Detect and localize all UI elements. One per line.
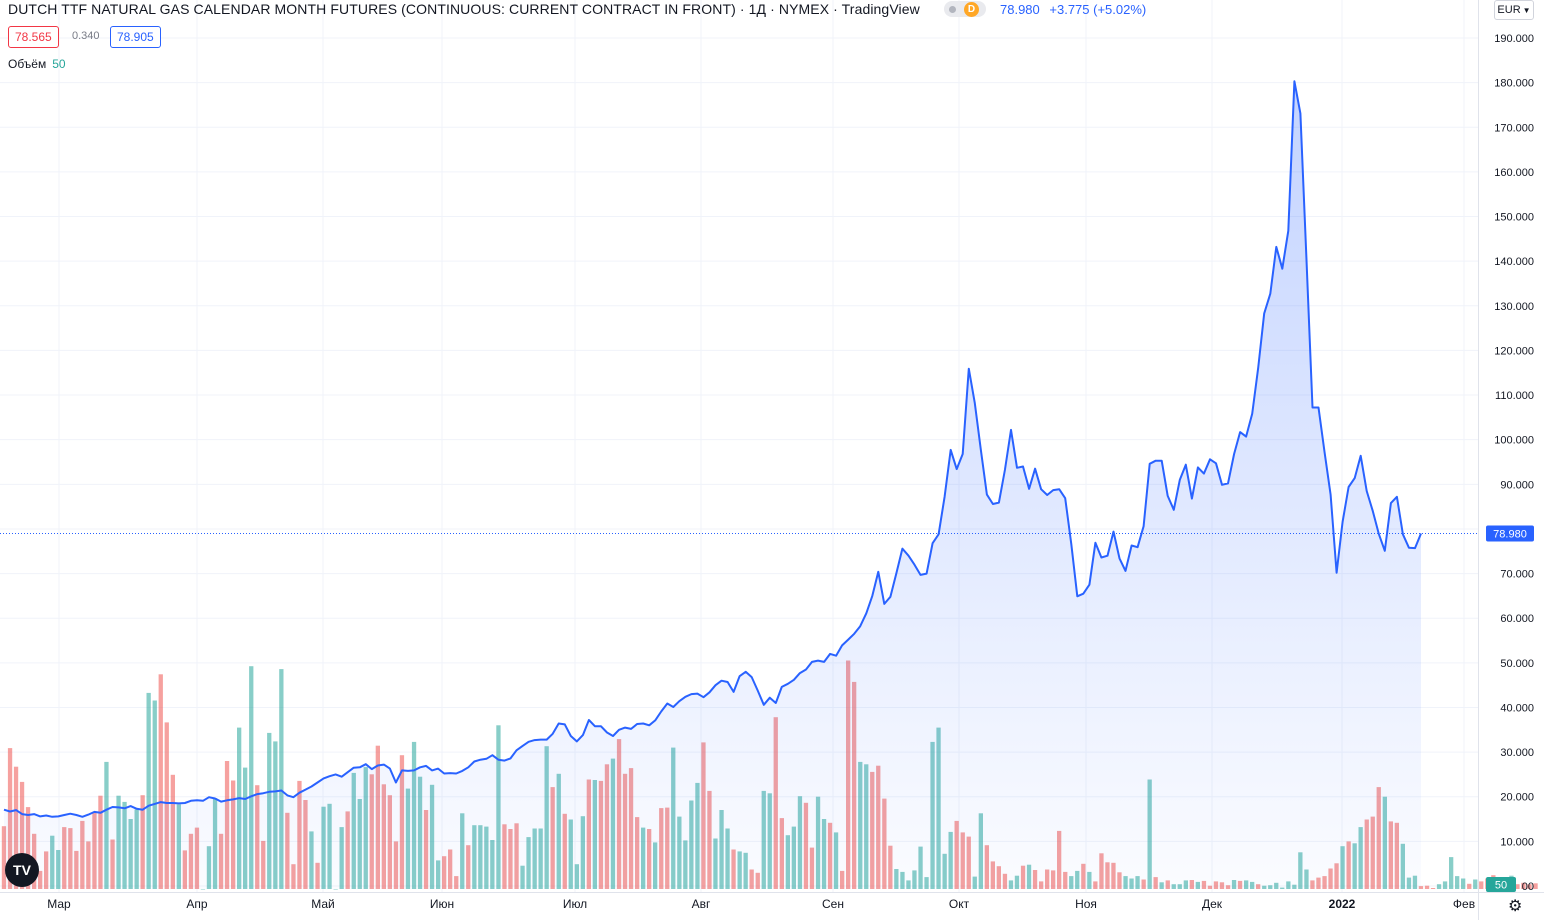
price-tick-label: 30.000	[1500, 747, 1534, 759]
time-tick-label: Ноя	[1075, 897, 1097, 911]
time-tick-label: Дек	[1202, 897, 1223, 911]
price-tick-label: 00	[1522, 881, 1534, 893]
volume-bar	[279, 669, 284, 889]
price-axis[interactable]: 00 10.000 20.000 30.000 40.000 50.000 60.000 70…	[1494, 33, 1534, 893]
price-tick-label: 150.000	[1494, 212, 1534, 224]
volume-badge: 50	[1486, 877, 1516, 892]
time-tick-label: Сен	[822, 897, 844, 911]
volume-bar	[1430, 888, 1436, 889]
price-tick-label: 140.000	[1494, 256, 1534, 268]
volume-bar	[1461, 878, 1466, 889]
volume-bar	[1521, 882, 1526, 889]
grid	[0, 0, 1478, 892]
symbol-title[interactable]: DUTCH TTF NATURAL GAS CALENDAR MONTH FUT…	[8, 1, 736, 17]
volume-bar	[1533, 883, 1538, 889]
last-price-label: 78.980	[1486, 525, 1534, 542]
price-change: +3.775 (+5.02%)	[1049, 2, 1147, 17]
price-tick-label: 100.000	[1494, 435, 1534, 447]
data-badge-icon: D	[964, 2, 979, 17]
volume-bar	[200, 889, 206, 890]
chart-title-bar: DUTCH TTF NATURAL GAS CALENDAR MONTH FUT…	[8, 1, 920, 17]
price-tick-label: 110.000	[1495, 390, 1534, 402]
price-line	[3, 80, 1422, 818]
volume-bar	[333, 889, 338, 890]
volume-bar	[152, 700, 157, 889]
exchange-label: NYMEX	[778, 1, 830, 17]
price-tick-label: 130.000	[1494, 301, 1534, 313]
gear-icon[interactable]: ⚙	[1508, 898, 1523, 915]
time-tick-label: Апр	[186, 897, 208, 911]
volume-bar	[249, 666, 254, 889]
volume-bar	[1515, 884, 1520, 889]
volume-bar	[1449, 857, 1454, 889]
price-tick-label: 180.000	[1494, 78, 1534, 90]
volume-bar	[1, 826, 7, 889]
volume-bar	[1455, 876, 1460, 889]
volume-legend[interactable]: Объём 50	[8, 57, 66, 71]
interval-label[interactable]: 1Д	[748, 1, 767, 17]
price-tick-label: 50.000	[1500, 658, 1534, 670]
time-tick-label: 2022	[1329, 897, 1356, 911]
price-tick-label: 40.000	[1500, 703, 1534, 715]
time-tick-label: Фев	[1453, 897, 1475, 911]
time-tick-label: Июл	[563, 897, 587, 911]
price-tick-label: 170.000	[1494, 122, 1534, 134]
last-price-value: 78.980	[1493, 529, 1527, 541]
price-tick-label: 120.000	[1494, 345, 1534, 357]
volume-bar	[1527, 884, 1532, 889]
bid-button[interactable]: 78.565	[8, 26, 59, 48]
quote-summary: 78.980 +3.775 (+5.02%)	[1000, 2, 1146, 17]
currency-label: EUR	[1497, 4, 1521, 16]
price-area	[4, 81, 1421, 890]
tradingview-logo[interactable]: TV	[5, 853, 39, 887]
currency-selector[interactable]: EUR ▼	[1494, 0, 1534, 20]
provider-label: TradingView	[841, 1, 920, 17]
time-tick-label: Май	[311, 897, 335, 911]
market-status-pill[interactable]: D	[944, 1, 986, 17]
volume-bar	[1442, 881, 1448, 889]
last-price: 78.980	[1000, 2, 1040, 17]
volume-bar	[158, 674, 163, 889]
time-axis[interactable]: Мар Апр Май Июн Июл Авг Сен Окт Ноя Дек 2022 Фев	[47, 897, 1475, 911]
volume-bar	[1479, 881, 1484, 889]
volume-bar	[1473, 879, 1478, 889]
price-tick-label: 60.000	[1500, 613, 1534, 625]
time-tick-label: Авг	[692, 897, 711, 911]
spread-value: 0.340	[72, 30, 100, 42]
status-dot-icon	[949, 6, 956, 13]
volume-bar	[1424, 885, 1430, 889]
volume-label: Объём	[8, 57, 47, 71]
time-tick-label: Окт	[949, 897, 970, 911]
time-tick-label: Мар	[47, 897, 71, 911]
price-tick-label: 90.000	[1500, 479, 1534, 491]
separator: ·	[833, 1, 838, 17]
volume-bar	[1467, 883, 1472, 889]
price-tick-label: 190.000	[1494, 33, 1534, 45]
volume-bar	[146, 692, 151, 889]
price-tick-label: 70.000	[1500, 569, 1534, 581]
price-tick-label: 160.000	[1494, 167, 1534, 179]
chevron-down-icon: ▼	[1522, 6, 1531, 15]
price-tick-label: 10.000	[1500, 836, 1534, 848]
price-tick-label: 20.000	[1500, 792, 1534, 804]
volume-ma-value: 50	[52, 57, 66, 71]
separator: ·	[739, 1, 745, 17]
separator: ·	[770, 1, 775, 17]
time-tick-label: Июн	[430, 897, 454, 911]
volume-bar	[1436, 884, 1442, 889]
volume-badge-value: 50	[1495, 880, 1507, 892]
ask-button[interactable]: 78.905	[110, 26, 161, 48]
